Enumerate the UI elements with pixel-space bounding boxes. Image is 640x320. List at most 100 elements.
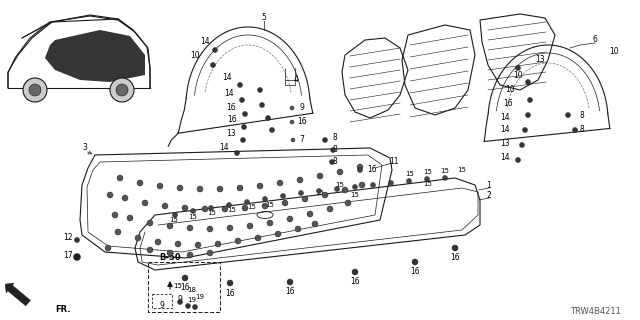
- Circle shape: [177, 300, 182, 305]
- Text: 4: 4: [294, 76, 298, 84]
- Text: 9: 9: [300, 102, 305, 111]
- Circle shape: [357, 164, 363, 170]
- Text: 14: 14: [500, 125, 510, 134]
- Circle shape: [522, 127, 527, 132]
- Circle shape: [237, 83, 243, 87]
- Circle shape: [330, 148, 335, 153]
- Bar: [148, 262, 220, 312]
- Text: 16: 16: [410, 268, 420, 276]
- Circle shape: [297, 177, 303, 183]
- Circle shape: [173, 212, 177, 218]
- Circle shape: [412, 259, 418, 265]
- Text: 15: 15: [458, 167, 467, 173]
- Text: 16: 16: [226, 102, 236, 111]
- Circle shape: [187, 225, 193, 231]
- Circle shape: [317, 188, 321, 194]
- Circle shape: [155, 239, 161, 245]
- Circle shape: [112, 212, 118, 218]
- Circle shape: [74, 237, 79, 243]
- Text: 12: 12: [63, 234, 73, 243]
- Circle shape: [266, 116, 271, 121]
- Circle shape: [352, 269, 358, 275]
- Text: 3: 3: [83, 143, 88, 153]
- Bar: [152, 294, 172, 308]
- Circle shape: [209, 205, 214, 211]
- Text: 10: 10: [513, 70, 523, 79]
- Circle shape: [29, 84, 41, 96]
- Circle shape: [371, 182, 376, 188]
- Circle shape: [182, 205, 188, 211]
- Circle shape: [337, 169, 343, 175]
- Circle shape: [307, 211, 313, 217]
- Text: 16: 16: [450, 253, 460, 262]
- Text: 10: 10: [609, 47, 619, 57]
- Polygon shape: [45, 30, 145, 82]
- Text: 14: 14: [500, 113, 510, 122]
- Circle shape: [197, 186, 203, 192]
- Circle shape: [262, 203, 268, 209]
- Text: FR.: FR.: [55, 306, 70, 315]
- Text: 15: 15: [189, 214, 197, 220]
- Circle shape: [573, 127, 577, 132]
- Circle shape: [137, 180, 143, 186]
- Text: 19: 19: [195, 294, 205, 300]
- Circle shape: [335, 187, 339, 191]
- Circle shape: [243, 111, 248, 116]
- Circle shape: [327, 206, 333, 212]
- Circle shape: [227, 280, 233, 286]
- Circle shape: [222, 206, 228, 212]
- Circle shape: [227, 203, 232, 207]
- Circle shape: [227, 225, 233, 231]
- Circle shape: [262, 196, 268, 202]
- Circle shape: [388, 180, 394, 186]
- Text: 15: 15: [440, 168, 449, 174]
- Circle shape: [157, 183, 163, 189]
- Text: 15: 15: [228, 207, 236, 213]
- Circle shape: [525, 79, 531, 84]
- Circle shape: [291, 138, 295, 142]
- Circle shape: [244, 199, 250, 204]
- Circle shape: [275, 231, 281, 237]
- Circle shape: [191, 209, 195, 213]
- Text: 7: 7: [300, 135, 305, 145]
- Circle shape: [566, 113, 570, 117]
- Circle shape: [107, 192, 113, 198]
- Text: 14: 14: [200, 37, 210, 46]
- Circle shape: [122, 195, 128, 201]
- Text: 15: 15: [424, 181, 433, 187]
- Circle shape: [255, 235, 261, 241]
- Circle shape: [211, 62, 216, 68]
- Text: 8: 8: [580, 110, 584, 119]
- Circle shape: [452, 245, 458, 251]
- Circle shape: [116, 84, 128, 96]
- Circle shape: [182, 275, 188, 281]
- Text: 15: 15: [406, 171, 415, 177]
- Text: 16: 16: [503, 99, 513, 108]
- Circle shape: [241, 138, 246, 142]
- Circle shape: [162, 203, 168, 209]
- Circle shape: [257, 87, 262, 92]
- Text: 14: 14: [222, 74, 232, 83]
- Circle shape: [105, 245, 111, 251]
- Text: 8: 8: [333, 146, 337, 155]
- Text: B-50: B-50: [159, 253, 181, 262]
- Circle shape: [287, 279, 293, 285]
- Text: 16: 16: [180, 284, 190, 292]
- Text: 15: 15: [207, 210, 216, 216]
- Text: 15: 15: [351, 192, 360, 198]
- Circle shape: [359, 182, 365, 188]
- Circle shape: [74, 253, 81, 260]
- Circle shape: [115, 229, 121, 235]
- Circle shape: [207, 250, 213, 256]
- Circle shape: [202, 206, 208, 212]
- Text: 5: 5: [262, 13, 266, 22]
- Circle shape: [217, 186, 223, 192]
- Circle shape: [127, 215, 133, 221]
- Text: 15: 15: [248, 204, 257, 210]
- Text: 10: 10: [505, 85, 515, 94]
- Circle shape: [342, 187, 348, 193]
- Circle shape: [442, 175, 447, 180]
- Text: 14: 14: [224, 89, 234, 98]
- Text: 9: 9: [159, 300, 164, 309]
- Text: 14: 14: [500, 154, 510, 163]
